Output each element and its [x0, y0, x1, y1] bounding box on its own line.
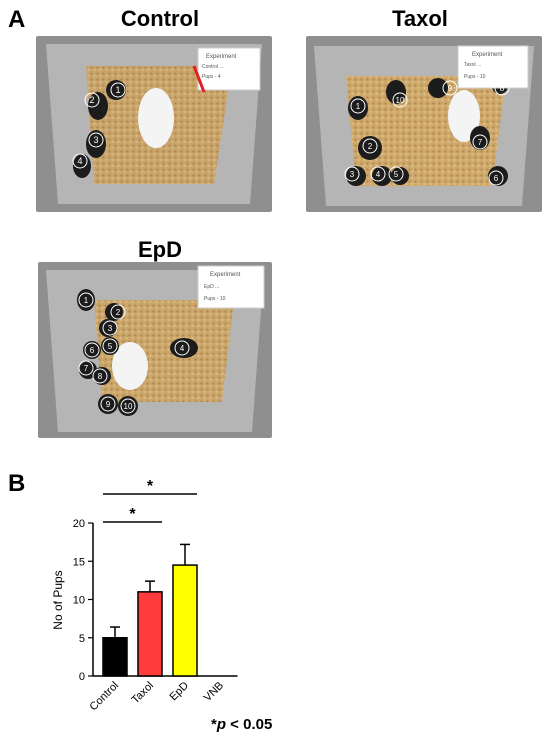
pup-label: 3 — [350, 170, 355, 179]
p-value-footnote: *p < 0.05 — [211, 716, 272, 733]
adult-mouse — [112, 342, 148, 390]
significance-star: * — [147, 478, 154, 495]
pup-label: 10 — [396, 96, 405, 105]
y-tick-label: 10 — [73, 595, 85, 607]
y-tick-label: 5 — [79, 633, 85, 645]
photo-control-cage: Experiment Control ... Pups - 4 1 2 3 4 — [36, 36, 272, 212]
photo-epd-cage: Experiment EpD ... Pups - 10 1 2 3 4 5 6… — [38, 262, 272, 438]
red-marker — [192, 65, 206, 93]
card-line: Experiment — [206, 54, 237, 60]
bars — [102, 543, 198, 677]
pup-label: 1 — [356, 102, 361, 111]
pup-label: 9 — [106, 400, 111, 409]
pup-label: 3 — [108, 324, 113, 333]
pup-label: 7 — [84, 364, 89, 373]
x-tick-label: Control — [88, 680, 122, 714]
x-tick-label: VNB — [202, 680, 226, 704]
pup-labels: 1 2 3 4 5 6 7 8 9 10 — [78, 292, 190, 414]
pup-label: 2 — [116, 308, 121, 317]
bar-taxol — [137, 591, 163, 677]
pup-label: 3 — [93, 135, 98, 145]
pup-labels: 1 2 3 4 — [72, 82, 126, 169]
adult-mouse — [448, 90, 480, 142]
pup-labels: 1 2 3 4 5 6 7 8 9 10 — [344, 80, 510, 186]
photo-title-epd: EpD — [138, 237, 182, 262]
pup-label: 4 — [77, 156, 82, 166]
pup-label: 7 — [478, 138, 483, 147]
pup-label: 8 — [500, 84, 505, 93]
pup-label: 6 — [494, 174, 499, 183]
card-line: EpD ... — [204, 284, 219, 290]
pup-label: 10 — [124, 402, 133, 411]
y-axis-label: No of Pups — [51, 570, 65, 629]
panel-a-letter: A — [8, 6, 26, 33]
footnote-p: p — [216, 716, 227, 733]
pup-label: 2 — [368, 142, 373, 151]
pup-label: 4 — [180, 344, 185, 353]
cage-card — [197, 265, 265, 309]
card-line: Pups - 10 — [464, 74, 486, 80]
card-line: Control ... — [202, 64, 224, 70]
pup-label: 2 — [89, 95, 94, 105]
photo-taxol-cage: Experiment Taxol ... Pups - 10 1 2 3 4 5… — [306, 36, 542, 212]
footnote-star: * — [211, 716, 217, 733]
pup-label: 9 — [448, 84, 453, 93]
pup-label: 5 — [108, 342, 113, 351]
photo-title-control: Control — [120, 6, 200, 31]
bar-epd — [172, 564, 198, 677]
pup-label: 8 — [98, 372, 103, 381]
pup-label: 5 — [394, 170, 399, 179]
card-line: Taxol ... — [464, 62, 481, 68]
pup-label: 1 — [84, 296, 89, 305]
adult-mouse — [138, 88, 174, 148]
card-line: Experiment — [210, 272, 241, 278]
x-tick-label: Taxol — [129, 680, 156, 707]
pup-label: 4 — [376, 170, 381, 179]
y-tick-label: 20 — [73, 518, 85, 530]
card-line: Experiment — [472, 52, 503, 58]
significance-brackets: ** — [103, 478, 197, 523]
footnote-threshold: < 0.05 — [226, 716, 273, 733]
bar-control — [102, 637, 128, 677]
pup-label: 6 — [90, 346, 95, 355]
panel-b-letter: B — [8, 470, 26, 497]
photo-title-taxol: Taxol — [392, 6, 448, 31]
card-line: Pups - 4 — [202, 74, 221, 80]
card-line: Pups - 10 — [204, 296, 226, 302]
pup-label: 1 — [115, 85, 120, 95]
x-tick-label: EpD — [167, 680, 191, 704]
significance-star: * — [129, 506, 136, 523]
cage-card — [197, 47, 261, 91]
y-tick-label: 0 — [79, 671, 85, 683]
y-tick-label: 15 — [73, 556, 85, 568]
cage-card — [457, 45, 529, 89]
